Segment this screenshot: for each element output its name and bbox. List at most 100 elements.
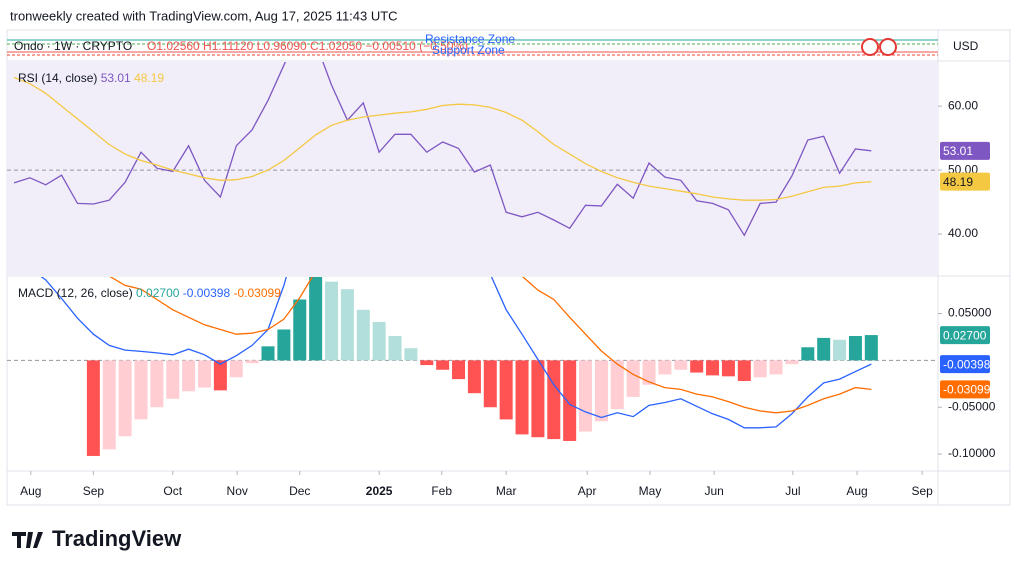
y-tick-label: -0.05000 (948, 399, 996, 413)
y-tick-label: 40.00 (948, 226, 978, 240)
histogram-bar (420, 360, 434, 366)
price-strip (7, 38, 938, 56)
pane-legend: RSI (14, close) 53.01 48.19 (18, 71, 164, 85)
marker-icon (861, 38, 879, 56)
pane-plot (7, 277, 938, 456)
histogram-bar (467, 360, 481, 394)
header: tronweekly created with TradingView.com,… (10, 8, 398, 23)
tradingview-logo: TradingView (12, 526, 182, 551)
series-line (13, 76, 872, 201)
legend-value: -0.00398 (183, 286, 231, 300)
price-tag (940, 355, 990, 374)
x-tick-label: Sep (911, 484, 933, 498)
x-tick-label: Sep (83, 484, 105, 498)
histogram-bar (626, 360, 640, 397)
pane-title: MACD (12, 26, close) (18, 286, 133, 300)
histogram-bar (531, 360, 545, 438)
logo-text: TradingView (52, 526, 182, 551)
histogram-bar (483, 360, 497, 408)
x-tick-label: Mar (496, 484, 517, 498)
histogram-bar (817, 337, 831, 361)
histogram-bar (245, 360, 259, 364)
price-tag (940, 326, 990, 345)
y-tick-label: 0.05000 (948, 306, 992, 320)
x-tick-label: Dec (289, 484, 310, 498)
histogram-bar (182, 360, 196, 392)
histogram-bar (436, 360, 450, 370)
histogram-bar (594, 360, 608, 422)
histogram-bar (737, 360, 751, 381)
histogram-bar (515, 360, 529, 435)
marker-icon (879, 38, 897, 56)
histogram-bar (388, 336, 402, 361)
histogram-bar (753, 360, 767, 378)
price-tag-label: 48.19 (943, 175, 973, 189)
histogram-bar (150, 360, 164, 408)
histogram-bar (769, 360, 783, 375)
price-tag-label: 0.02700 (943, 328, 987, 342)
y-tick-label: 60.00 (948, 98, 978, 112)
histogram-bar (563, 360, 577, 441)
x-tick-label: 2025 (366, 484, 393, 498)
histogram-bar (198, 360, 212, 388)
symbol-legend: Ondo · 1W · CRYPTO (14, 39, 132, 53)
price-tag-label: -0.00398 (943, 357, 991, 371)
x-tick-label: Oct (163, 484, 182, 498)
x-tick-label: Nov (227, 484, 248, 498)
histogram-bar (166, 360, 180, 399)
histogram-bar (579, 360, 593, 432)
histogram-bar (261, 346, 275, 361)
x-tick-label: Aug (20, 484, 41, 498)
histogram-bar (864, 335, 878, 361)
price-tag (940, 172, 990, 191)
histogram-bar (356, 309, 370, 361)
histogram-bar (277, 329, 291, 361)
currency-label: USD (953, 39, 979, 53)
ohlc-legend: O1.02560 H1.11120 L0.96090 C1.02050 −0.0… (147, 39, 468, 53)
histogram-bar (642, 360, 656, 385)
price-tag-label: -0.03099 (943, 383, 991, 397)
x-tick-label: Feb (431, 484, 452, 498)
pane-legend: MACD (12, 26, close) 0.02700 -0.00398 -0… (18, 286, 281, 300)
price-tag-label: 53.01 (943, 144, 973, 158)
pane-plot (7, 62, 938, 237)
histogram-bar (404, 348, 418, 361)
series-line (13, 62, 872, 237)
histogram-bar (706, 360, 720, 376)
pane-title: RSI (14, close) (18, 71, 97, 85)
histogram-bar (610, 360, 624, 410)
histogram-bar (690, 360, 704, 373)
histogram-bar (848, 336, 862, 361)
histogram-bar (785, 360, 799, 365)
y-tick-label: -0.10000 (948, 446, 996, 460)
zone-label: Support Zone (432, 43, 505, 57)
histogram-bar (833, 339, 847, 361)
legend-value: 48.19 (134, 71, 164, 85)
histogram-bar (340, 289, 354, 361)
x-tick-label: Aug (846, 484, 867, 498)
x-tick-label: Jul (785, 484, 800, 498)
legend-value: 53.01 (101, 71, 131, 85)
price-tag (940, 380, 990, 399)
x-tick-label: Apr (578, 484, 597, 498)
histogram-bar (452, 360, 466, 380)
x-tick-label: Jun (704, 484, 723, 498)
price-tag (940, 141, 990, 160)
logo-icon (12, 532, 43, 548)
series-line (109, 277, 872, 414)
histogram-bar (499, 360, 513, 420)
histogram-bar (674, 360, 688, 370)
legend-value: -0.03099 (234, 286, 282, 300)
histogram-bar (102, 360, 116, 450)
histogram-bar (86, 360, 100, 456)
histogram-bar (658, 360, 672, 375)
histogram-bar (229, 360, 243, 378)
histogram-bar (293, 299, 307, 361)
histogram-bar (801, 347, 815, 361)
x-tick-label: May (639, 484, 662, 498)
histogram-bar (547, 360, 561, 440)
zone-label: Resistance Zone (425, 32, 515, 46)
histogram-bar (134, 360, 148, 420)
histogram-bar (118, 360, 132, 437)
